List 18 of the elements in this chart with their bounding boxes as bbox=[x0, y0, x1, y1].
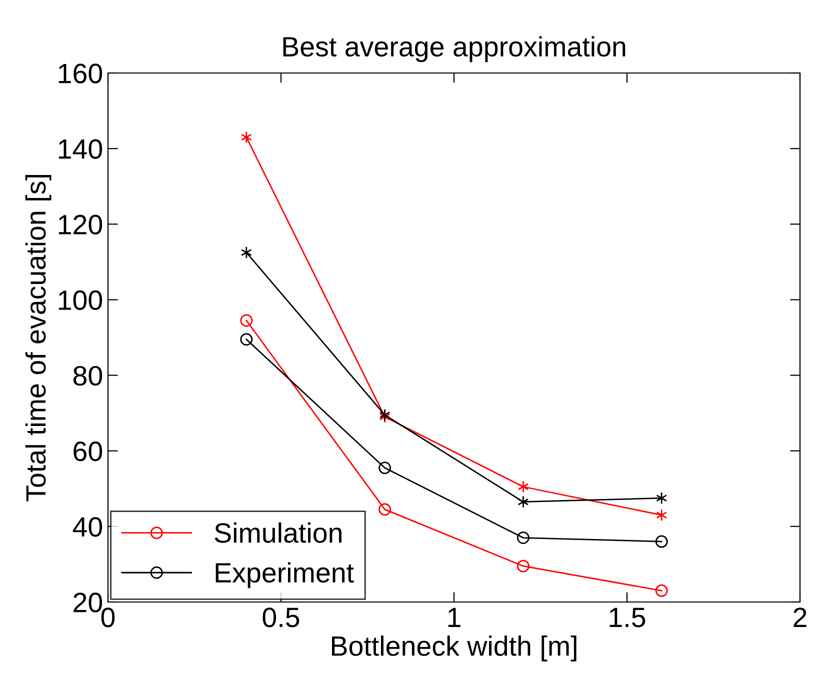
y-tick-label: 100 bbox=[58, 290, 102, 310]
legend-label: Simulation bbox=[214, 522, 342, 543]
x-tick-label: 2 bbox=[794, 608, 806, 627]
chart-title: Best average approximation bbox=[283, 36, 626, 62]
y-tick-label: 20 bbox=[74, 592, 102, 612]
y-tick-label: 160 bbox=[58, 64, 102, 84]
x-tick-label: 0 bbox=[101, 608, 115, 628]
x-tick-label: 0.5 bbox=[262, 608, 300, 628]
y-tick-label: 140 bbox=[58, 139, 102, 159]
y-tick-label: 60 bbox=[74, 442, 102, 462]
y-tick-label: 40 bbox=[72, 517, 102, 537]
x-axis-title: Bottleneck width [m] bbox=[332, 636, 576, 662]
legend-label: Experiment bbox=[216, 562, 354, 588]
x-tick-label: 1 bbox=[448, 608, 460, 627]
y-tick-label: 120 bbox=[58, 214, 102, 234]
y-axis-title: Total time of evacuation [s] bbox=[25, 175, 52, 502]
y-tick-label: 80 bbox=[73, 366, 102, 386]
x-tick-label: 1.5 bbox=[610, 608, 646, 628]
